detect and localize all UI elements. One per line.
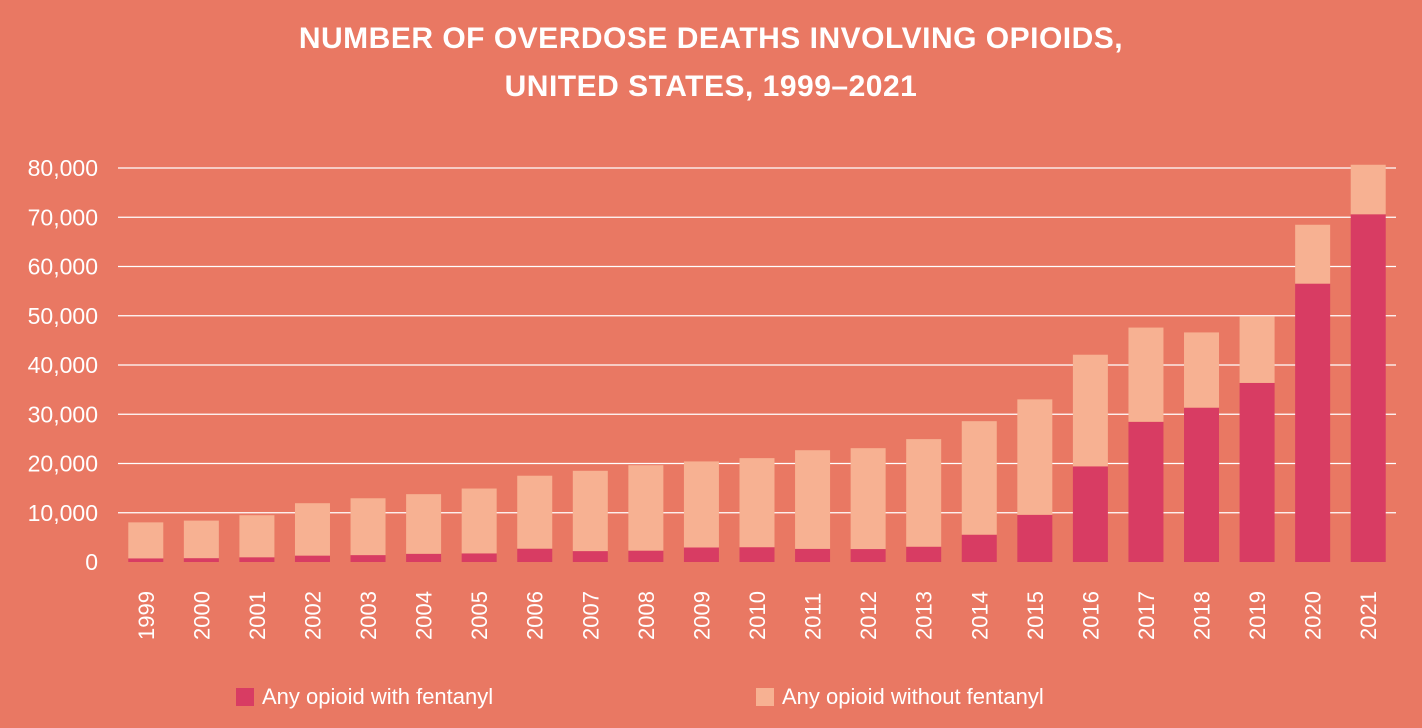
y-tick-label: 70,000 [28,204,98,230]
bar-segment-without-fentanyl [906,439,942,547]
legend-swatch-fentanyl [236,688,254,706]
x-tick-label: 2016 [1078,591,1103,640]
x-tick-label: 2013 [912,591,937,640]
bar-segment-fentanyl [1184,407,1220,562]
bar-segment-fentanyl [628,550,664,562]
bar-segment-without-fentanyl [1184,332,1220,408]
bar-segment-fentanyl [961,534,997,562]
bar-segment-without-fentanyl [683,461,719,548]
y-tick-label: 50,000 [28,303,98,329]
y-tick-label: 0 [85,549,98,575]
x-tick-label: 2009 [689,591,714,640]
bar-segment-fentanyl [572,551,608,562]
x-tick-label: 2012 [856,591,881,640]
bar-segment-fentanyl [795,548,831,562]
x-tick-label: 2004 [412,591,437,640]
bar-segment-without-fentanyl [461,488,497,554]
bar-segment-without-fentanyl [1239,316,1275,383]
bar-segment-without-fentanyl [572,470,608,552]
bar-segment-without-fentanyl [350,498,386,556]
x-tick-label: 2006 [523,591,548,640]
bar-segment-fentanyl [683,547,719,562]
x-tick-label: 2021 [1356,591,1381,640]
bar-segment-without-fentanyl [294,503,330,556]
y-tick-label: 30,000 [28,401,98,427]
bar-segment-without-fentanyl [517,475,553,549]
x-tick-label: 2019 [1245,591,1270,640]
x-tick-label: 2014 [967,591,992,640]
bar-segment-without-fentanyl [739,458,775,548]
bar-segment-fentanyl [239,557,275,562]
y-tick-label: 10,000 [28,500,98,526]
bar-segment-fentanyl [517,548,553,562]
bar-segment-without-fentanyl [1072,354,1108,467]
bar-segment-without-fentanyl [1128,327,1164,422]
bar-segment-without-fentanyl [1350,164,1386,215]
y-tick-label: 20,000 [28,451,98,477]
bar-segment-fentanyl [1017,514,1053,562]
chart-title-line-2: UNITED STATES, 1999–2021 [504,70,918,103]
legend-swatch-without-fentanyl [756,688,774,706]
x-tick-label: 2017 [1134,591,1159,640]
bar-segment-fentanyl [294,555,330,562]
bar-segment-without-fentanyl [239,515,275,558]
x-tick-label: 2003 [356,591,381,640]
bar-segment-fentanyl [850,549,886,562]
bar-segment-fentanyl [1239,382,1275,562]
chart-title-line-1: NUMBER OF OVERDOSE DEATHS INVOLVING OPIO… [298,22,1124,55]
x-tick-label: 1999 [134,591,159,640]
x-tick-label: 2001 [245,591,270,640]
bar-segment-fentanyl [1072,466,1108,562]
x-tick-label: 2015 [1023,591,1048,640]
bar-segment-fentanyl [1128,421,1164,562]
x-tick-label: 2000 [189,591,214,640]
x-tick-label: 2020 [1301,591,1326,640]
bar-segment-fentanyl [1350,214,1386,562]
x-tick-label: 2005 [467,591,492,640]
bar-segment-without-fentanyl [850,448,886,550]
x-tick-label: 2011 [801,593,826,640]
x-tick-label: 2018 [1190,591,1215,640]
legend-label-fentanyl: Any opioid with fentanyl [262,684,494,709]
bar-segment-without-fentanyl [1017,399,1053,515]
y-tick-label: 80,000 [28,155,98,181]
bar-segment-fentanyl [350,555,386,562]
bar-segment-without-fentanyl [1295,224,1331,284]
legend-item-fentanyl: Any opioid with fentanyl [236,684,493,710]
y-tick-label: 40,000 [28,352,98,378]
legend-label-without-fentanyl: Any opioid without fentanyl [782,684,1044,709]
x-tick-label: 2010 [745,591,770,640]
bar-segment-fentanyl [128,558,164,562]
bar-segment-fentanyl [1295,283,1331,562]
bar-segment-fentanyl [461,553,497,562]
bar-segment-without-fentanyl [628,465,664,551]
bar-segment-without-fentanyl [406,494,442,554]
x-tick-label: 2002 [300,591,325,640]
bar-segment-without-fentanyl [183,520,219,559]
y-tick-label: 60,000 [28,254,98,280]
x-tick-label: 2007 [578,591,603,640]
bar-segment-fentanyl [739,547,775,562]
legend-item-without-fentanyl: Any opioid without fentanyl [756,684,1044,710]
x-tick-label: 2008 [634,591,659,640]
bar-segment-without-fentanyl [961,421,997,535]
bar-segment-without-fentanyl [128,522,164,559]
bar-segment-fentanyl [406,553,442,562]
bar-segment-without-fentanyl [795,450,831,549]
bar-segment-fentanyl [183,558,219,562]
bar-segment-fentanyl [906,546,942,562]
